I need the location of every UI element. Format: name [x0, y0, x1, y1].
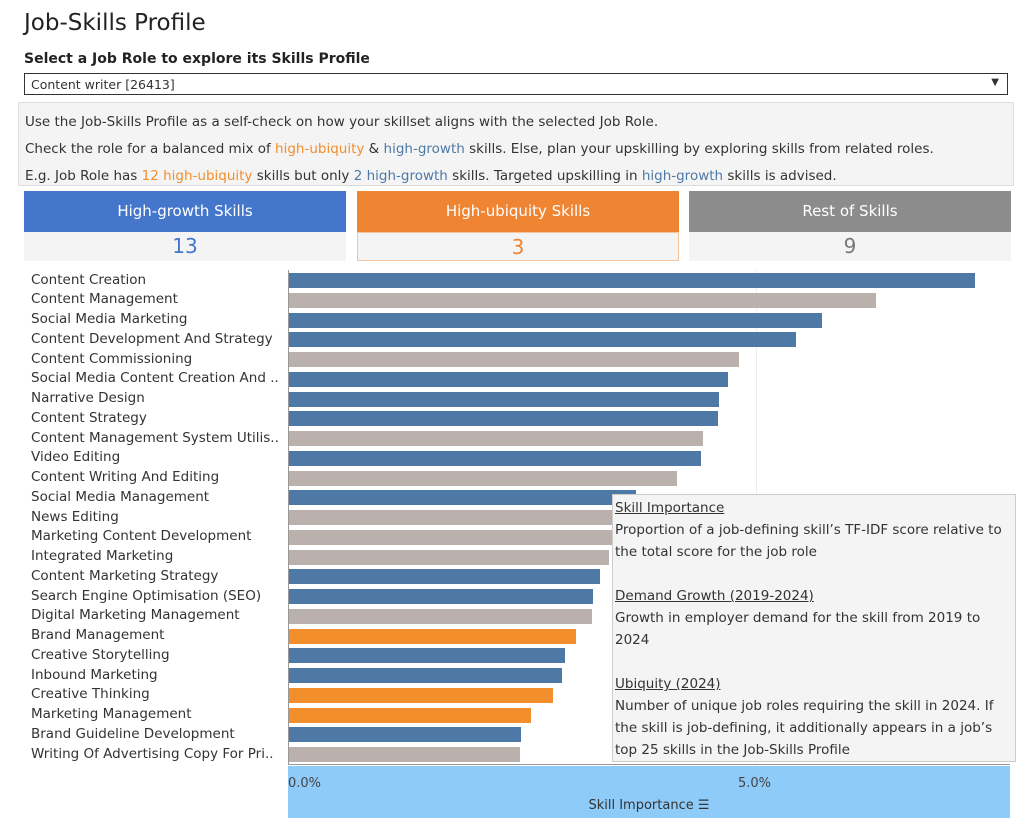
bar-chart [288, 270, 1010, 765]
skill-label: Creative Storytelling [31, 646, 170, 663]
high-growth-count: 13 [24, 232, 346, 261]
bar-high-growth[interactable] [289, 490, 637, 506]
bar-rest[interactable] [289, 510, 626, 525]
job-role-label: Select a Job Role to explore its Skills … [24, 51, 370, 67]
skill-label: Narrative Design [31, 390, 145, 406]
card-high-growth[interactable]: High-growth Skills 13 [24, 191, 346, 261]
x-axis-title: Skill Importance ☰ [588, 798, 710, 813]
dropdown-arrow-icon[interactable]: ▼ [991, 77, 999, 88]
bar-rest[interactable] [289, 431, 703, 446]
bar-high-growth[interactable] [289, 391, 719, 407]
skill-label: Marketing Content Development [31, 528, 252, 545]
skill-label: Content Management [31, 291, 178, 308]
bar-rest[interactable] [289, 608, 592, 624]
sort-icon[interactable]: ☰ [697, 798, 710, 813]
bar-rest[interactable] [289, 352, 740, 367]
skill-label: Content Development And Strategy [31, 330, 273, 347]
bar-rest[interactable] [289, 470, 677, 486]
card-rest[interactable]: Rest of Skills 9 [689, 191, 1011, 261]
bar-high-growth[interactable] [289, 450, 701, 466]
job-role-dropdown[interactable]: Content writer [26413] ▼ [24, 73, 1008, 95]
skill-label: Content Commissioning [31, 350, 193, 367]
job-role-value: Content writer [26413] [31, 77, 175, 92]
skill-label: Social Media Content Creation And .. [31, 370, 279, 387]
skill-label: News Editing [31, 508, 119, 525]
bar-high-ubiquity[interactable] [289, 707, 531, 723]
skill-label: Brand Management [31, 627, 165, 643]
skill-label: Brand Guideline Development [31, 725, 235, 742]
bar-rest[interactable] [289, 549, 610, 565]
bar-high-growth[interactable] [289, 589, 593, 604]
bar-high-growth[interactable] [289, 411, 718, 427]
skill-label: Writing Of Advertising Copy For Pri.. [31, 745, 274, 762]
page-title: Job-Skills Profile [24, 10, 206, 36]
bar-high-growth[interactable] [289, 727, 521, 743]
info-line-1: Use the Job-Skills Profile as a self-che… [25, 114, 659, 130]
rest-count: 9 [689, 232, 1011, 261]
info-line-2: Check the role for a balanced mix of hig… [25, 141, 934, 157]
skill-label: Content Strategy [31, 409, 147, 426]
skill-label: Creative Thinking [31, 686, 150, 703]
skill-label: Video Editing [31, 449, 121, 466]
skill-label: Content Writing And Editing [31, 469, 220, 485]
x-tick: 5.0% [738, 776, 772, 791]
bar-high-growth[interactable] [289, 371, 728, 387]
bar-high-growth[interactable] [289, 648, 565, 664]
info-panel: Use the Job-Skills Profile as a self-che… [18, 102, 1014, 186]
bar-rest[interactable] [289, 747, 520, 762]
bar-high-growth[interactable] [289, 569, 601, 585]
skill-label: Inbound Marketing [31, 666, 158, 683]
skill-label: Content Marketing Strategy [31, 567, 219, 584]
info-line-3: E.g. Job Role has 12 high-ubiquity skill… [25, 168, 837, 184]
x-tick: 0.0% [288, 776, 322, 791]
skill-label: Marketing Management [31, 706, 192, 722]
bar-high-growth[interactable] [289, 273, 976, 288]
skill-label: Search Engine Optimisation (SEO) [31, 587, 262, 604]
skill-label: Content Management System Utilis.. [31, 429, 279, 446]
skill-label: Social Media Management [31, 488, 210, 505]
bar-high-growth[interactable] [289, 312, 823, 328]
bar-high-ubiquity[interactable] [289, 628, 576, 644]
x-axis: 0.0% 5.0% Skill Importance ☰ [288, 766, 1010, 818]
bar-rest[interactable] [289, 292, 877, 308]
skill-label: Digital Marketing Management [31, 607, 240, 624]
card-high-ubiquity[interactable]: High-ubiquity Skills 3 [357, 191, 679, 261]
bar-high-ubiquity[interactable] [289, 687, 554, 703]
tooltip: Skill Importance Proportion of a job-defi… [612, 494, 1016, 762]
bar-high-growth[interactable] [289, 668, 562, 683]
skill-label: Integrated Marketing [31, 548, 174, 564]
skill-label: Social Media Marketing [31, 311, 188, 327]
bar-high-growth[interactable] [289, 332, 797, 348]
high-ubiquity-count: 3 [357, 232, 679, 261]
skill-label: Content Creation [31, 271, 147, 288]
bar-rest[interactable] [289, 529, 616, 545]
